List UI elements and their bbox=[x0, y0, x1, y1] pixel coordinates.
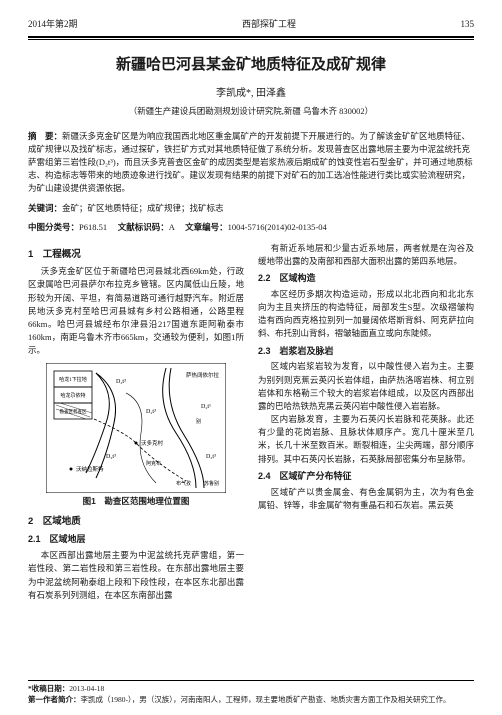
clc-label: 中图分类号： bbox=[28, 222, 79, 232]
map-label-br1: 布气孜 bbox=[176, 480, 191, 487]
header-issue: 2014年第2期 bbox=[28, 18, 78, 32]
right-p4: 区内岩脉发育，主要为石英闪长岩脉和花英脉。此还有少量的花岗岩脉、且脉状体顺序产。… bbox=[258, 413, 474, 466]
map-label-bl: 沃纳拉斯特 bbox=[76, 465, 104, 473]
map-label-br2: 苏鲁别 bbox=[204, 480, 219, 487]
section-2-1-heading: 2.1 区域地层 bbox=[28, 533, 244, 547]
abstract-text: 新疆沃多克金矿区是为响应我国西北地区重金属矿产的开发前提下开展进行的。为了解该金… bbox=[28, 131, 473, 194]
affiliation: （新疆生产建设兵团勘测规划设计研究院,新疆 乌鲁木齐 830002） bbox=[28, 105, 474, 118]
right-p2: 本区经历多期次构造运动，形成以北北西向和北北东向为主且夹挤压的构造特征，局部发生… bbox=[258, 288, 474, 341]
running-header: 2014年第2期 西部探矿工程 135 bbox=[28, 18, 474, 34]
map-label-box1: 哈龙1下拉地 bbox=[59, 376, 87, 383]
doccode-label: 文献标识码： bbox=[118, 222, 169, 232]
figure-1-caption: 图1 勘查区范围地理位置图 bbox=[46, 495, 226, 508]
section-2-2-heading: 2.2 区域构造 bbox=[258, 272, 474, 286]
header-journal: 西部探矿工程 bbox=[242, 18, 296, 32]
abstract: 摘 要：新疆沃多克金矿区是为响应我国西北地区重金属矿产的开发前提下开展进行的。为… bbox=[28, 130, 474, 196]
section-2-1-para: 本区西部出露地层主要为中泥盆统托克萨雷组，第一岩性段、第二岩性段和第三岩性段。在… bbox=[28, 549, 244, 602]
map-label-river: 阿克布 bbox=[146, 460, 161, 467]
section-1-heading: 1 工程概况 bbox=[28, 248, 244, 263]
keywords-label: 关键词： bbox=[28, 203, 62, 213]
map-svg: 哈龙1下拉地 哈龙尕依特 勘查区普查区 D₂t³ D₂t³ D₂t³ D₂t¹ … bbox=[46, 363, 226, 493]
svg-text:D₂t³: D₂t³ bbox=[116, 379, 126, 385]
doccode-value: A bbox=[169, 222, 175, 232]
left-column: 1 工程概况 沃多克金矿区位于新疆哈巴河县城北西69km处，行政区隶属哈巴河县萨… bbox=[28, 242, 244, 602]
authors: 李凯成*, 田泽鑫 bbox=[28, 86, 474, 101]
body-columns: 1 工程概况 沃多克金矿区位于新疆哈巴河县城北西69km处，行政区隶属哈巴河县萨… bbox=[28, 242, 474, 602]
svg-text:D₂t³: D₂t³ bbox=[106, 454, 116, 460]
keywords: 关键词：金矿；矿区地质特征；成矿规律；找矿标志 bbox=[28, 202, 474, 215]
svg-text:D₂t³: D₂t³ bbox=[206, 454, 216, 460]
page: 2014年第2期 西部探矿工程 135 新疆哈巴河县某金矿地质特征及成矿规律 李… bbox=[0, 0, 502, 612]
map-label-center: 沃多克村 bbox=[141, 439, 164, 447]
right-column: 有新近系地层和少量古近系地层，两者就是在沟谷及缓地带出露的及南部和西部大面积出露… bbox=[258, 242, 474, 602]
footnote: *收稿日期：2013-04-18 第一作者简介：李凯成（1980-），男（汉族）… bbox=[28, 680, 474, 705]
svg-text:D₂t¹: D₂t¹ bbox=[201, 404, 211, 410]
map-label-topright: 萨热阔依尔拉 bbox=[186, 371, 220, 379]
clc-value: P618.51 bbox=[79, 222, 107, 232]
header-page: 135 bbox=[461, 18, 475, 32]
map-label-rightmid: 别 bbox=[196, 418, 201, 425]
recv-label: *收稿日期： bbox=[28, 684, 69, 693]
artno-value: 1004-5716(2014)02-0135-04 bbox=[228, 222, 327, 232]
keywords-text: 金矿；矿区地质特征；成矿规律；找矿标志 bbox=[62, 203, 224, 213]
section-2-heading: 2 区域地质 bbox=[28, 515, 244, 530]
right-p3: 区域内岩浆岩较为发育，以中酸性侵入岩为主。主要为别列则克蕉云英闪长岩体组，由萨热… bbox=[258, 360, 474, 413]
map-label-box2: 哈龙尕依特 bbox=[60, 392, 85, 399]
article-title: 新疆哈巴河县某金矿地质特征及成矿规律 bbox=[28, 54, 474, 77]
section-2-3-heading: 2.3 岩浆岩及脉岩 bbox=[258, 345, 474, 359]
map-label-box3: 勘查区普查区 bbox=[60, 408, 87, 415]
recv-date: 2013-04-18 bbox=[69, 684, 104, 693]
section-2-4-heading: 2.4 区域矿产分布特征 bbox=[258, 470, 474, 484]
header-rule-thin bbox=[28, 39, 474, 40]
right-p5: 区域矿产以贵金属金、有色金属铜为主，次为有色金属铅、锌等，非金属矿物有重晶石和石… bbox=[258, 486, 474, 512]
classification-line: 中图分类号：P618.51 文献标识码：A 文章编号：1004-5716(201… bbox=[28, 221, 474, 234]
author-bio-label: 第一作者简介： bbox=[28, 695, 81, 704]
artno-label: 文章编号： bbox=[185, 222, 228, 232]
section-1-para: 沃多克金矿区位于新疆哈巴河县城北西69km处，行政区隶属哈巴河县萨尔布拉克乡管辖… bbox=[28, 265, 244, 357]
abstract-label: 摘 要： bbox=[28, 131, 62, 141]
svg-text:D₂t³: D₂t³ bbox=[146, 409, 156, 415]
author-bio: 李凯成（1980-），男（汉族），河南南阳人，工程师，现主要地质矿产勘查、地质灾… bbox=[81, 695, 451, 704]
figure-1: 哈龙1下拉地 哈龙尕依特 勘查区普查区 D₂t³ D₂t³ D₂t³ D₂t¹ … bbox=[46, 363, 226, 508]
right-p1: 有新近系地层和少量古近系地层，两者就是在沟谷及缓地带出露的及南部和西部大面积出露… bbox=[258, 242, 474, 268]
header-rule-thick bbox=[28, 36, 474, 38]
